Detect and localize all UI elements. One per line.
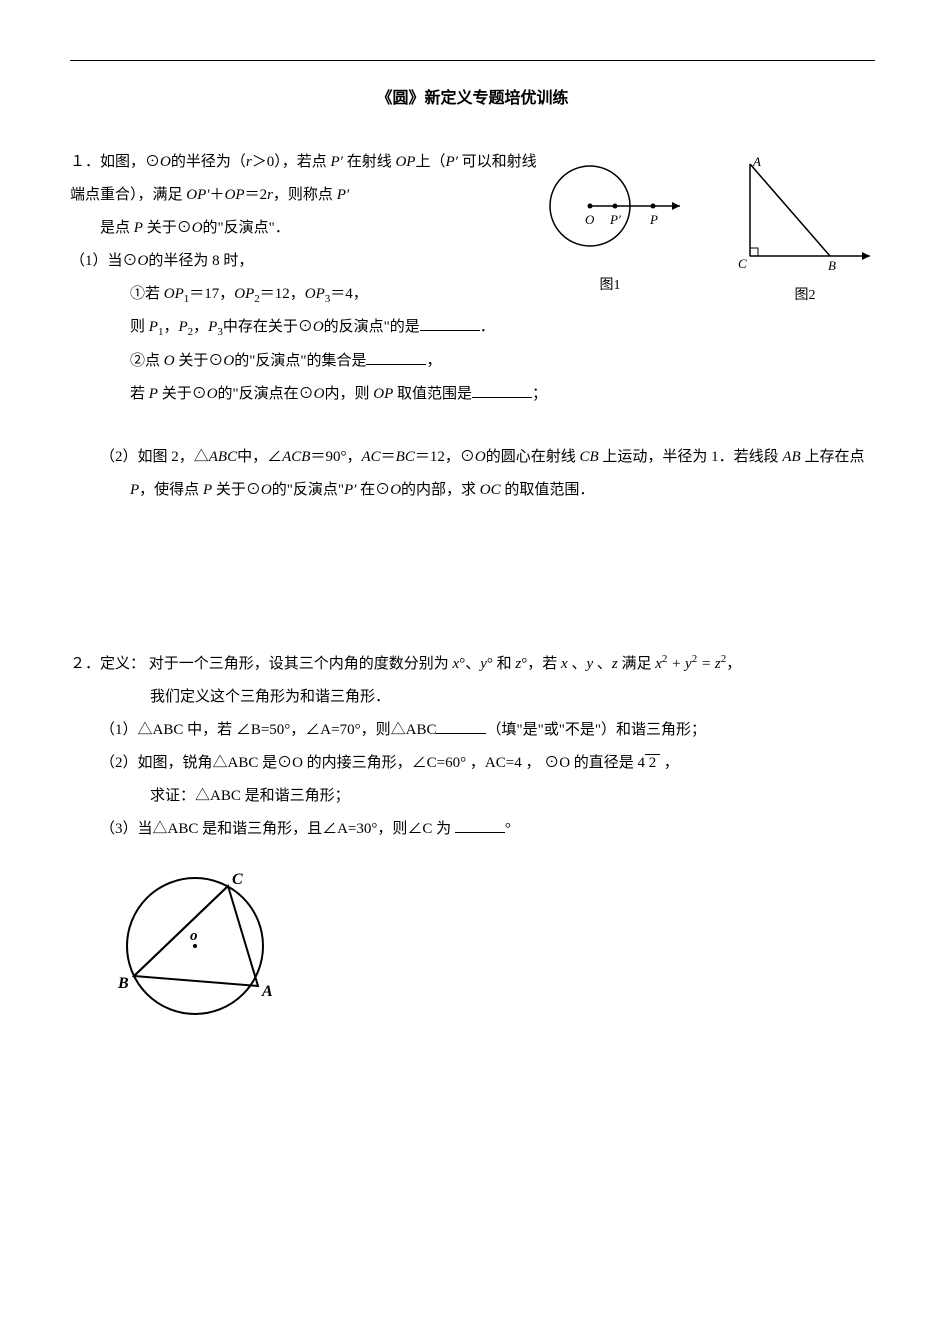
svg-text:A: A	[752, 156, 761, 169]
figure-3: C B A o	[110, 866, 875, 1039]
p2-sub3: （3）当△ABC 是和谐三角形，且∠A=30°，则∠C 为 °	[70, 813, 875, 846]
svg-text:P: P	[649, 212, 658, 227]
svg-text:C: C	[738, 256, 747, 271]
p1-sub2-cont: P，使得点 P 关于⊙O的"反演点"P′ 在⊙O的内部，求 OC 的取值范围．	[70, 474, 875, 507]
p2-stem2: 我们定义这个三角形为和谐三角形．	[70, 681, 875, 714]
blank-3	[472, 382, 532, 398]
p1-sub1: （1）当⊙O的半径为 8 时，	[70, 245, 550, 278]
p1-sub1-line4: 若 P 关于⊙O的"反演点在⊙O内，则 OP 取值范围是；	[70, 378, 550, 411]
blank-5	[455, 817, 505, 833]
p1-stem-cont: 是点 P 关于⊙O的"反演点"．	[70, 212, 550, 245]
p1-stem: １．如图，⊙O的半径为（r＞0），若点 P′ 在射线 OP上（P′ 可以和射线端…	[70, 146, 550, 212]
figure-2-label: 图2	[735, 281, 875, 312]
problem-1-text: １．如图，⊙O的半径为（r＞0），若点 P′ 在射线 OP上（P′ 可以和射线端…	[70, 146, 550, 410]
p2-stem: ２．定义： 对于一个三角形，设其三个内角的度数分别为 x°、y° 和 z°，若 …	[70, 647, 875, 681]
svg-text:B: B	[117, 975, 129, 992]
svg-text:o: o	[190, 928, 198, 944]
svg-text:A: A	[261, 983, 273, 1000]
problem-2: ２．定义： 对于一个三角形，设其三个内角的度数分别为 x°、y° 和 z°，若 …	[70, 647, 875, 1039]
p1-sub1-line2: 则 P1，P2，P3中存在关于⊙O的反演点"的是．	[70, 311, 550, 344]
p1-sub1-line1: ①若 OP1＝17，OP2＝12，OP3＝4，	[70, 278, 550, 311]
svg-text:P′: P′	[609, 212, 621, 227]
p2-sub1: （1）△ABC 中，若 ∠B=50°，∠A=70°，则△ABC（填"是"或"不是…	[70, 714, 875, 747]
figure-1: O P′ P 图1	[535, 156, 685, 302]
svg-text:C: C	[232, 871, 243, 888]
blank-2	[366, 349, 426, 365]
blank-1	[420, 315, 480, 331]
problem-1: O P′ P 图1 A C B 图2 １．如图，⊙O的半径为（r＞0），若点 P…	[70, 146, 875, 506]
figure-2: A C B 图2	[735, 156, 875, 312]
p1-sub2: （2）如图 2，△ABC中，∠ACB＝90°，AC＝BC＝12，⊙O的圆心在射线…	[70, 441, 875, 474]
page-title: 《圆》新定义专题培优训练	[70, 81, 875, 116]
blank-4	[436, 718, 486, 734]
p2-sub2: （2）如图，锐角△ABC 是⊙O 的内接三角形，∠C=60° ，AC=4 ， ⊙…	[70, 747, 875, 780]
p2-sub2b: 求证：△ABC 是和谐三角形；	[70, 780, 875, 813]
svg-text:O: O	[585, 212, 595, 227]
figure-1-label: 图1	[535, 271, 685, 302]
figures-row: O P′ P 图1 A C B 图2	[535, 156, 875, 312]
top-rule	[70, 60, 875, 61]
svg-text:B: B	[828, 258, 836, 273]
p1-sub1-line3: ②点 O 关于⊙O的"反演点"的集合是，	[70, 345, 550, 378]
